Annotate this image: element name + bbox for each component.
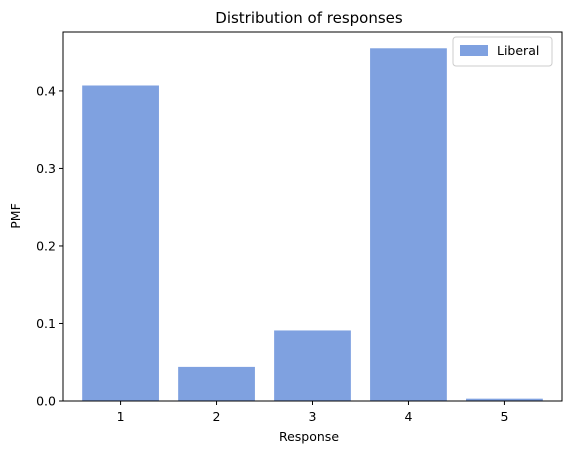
x-tick-label-2: 2 [213,409,221,424]
y-tick-label-1: 0.1 [36,316,56,331]
y-axis-ticks: 0.0 0.1 0.2 0.3 0.4 [36,83,63,409]
x-axis-label: Response [279,429,339,444]
legend: Liberal [452,36,553,67]
bar-1 [82,85,159,401]
legend-swatch [460,45,488,56]
x-tick-label-4: 4 [404,409,412,424]
bar-4 [370,48,447,401]
x-tick-label-1: 1 [117,409,125,424]
bar-3 [274,330,351,401]
x-axis-ticks: 1 2 3 4 5 [117,401,508,424]
y-axis-label: PMF [8,203,23,229]
bars [82,48,543,401]
bar-2 [178,366,255,401]
y-tick-label-2: 0.2 [36,238,56,253]
y-tick-label-0: 0.0 [36,394,56,409]
legend-label: Liberal [497,43,539,58]
chart-title: Distribution of responses [215,9,403,27]
plot-area: 1 2 3 4 5 0.0 0.1 0.2 0.3 0.4 [36,31,563,424]
y-tick-label-3: 0.3 [36,161,56,176]
x-tick-label-3: 3 [309,409,317,424]
bar-5 [466,398,543,401]
y-tick-label-4: 0.4 [36,83,56,98]
legend-frame [452,36,553,67]
plot-frame [62,31,563,402]
x-tick-label-5: 5 [500,409,508,424]
